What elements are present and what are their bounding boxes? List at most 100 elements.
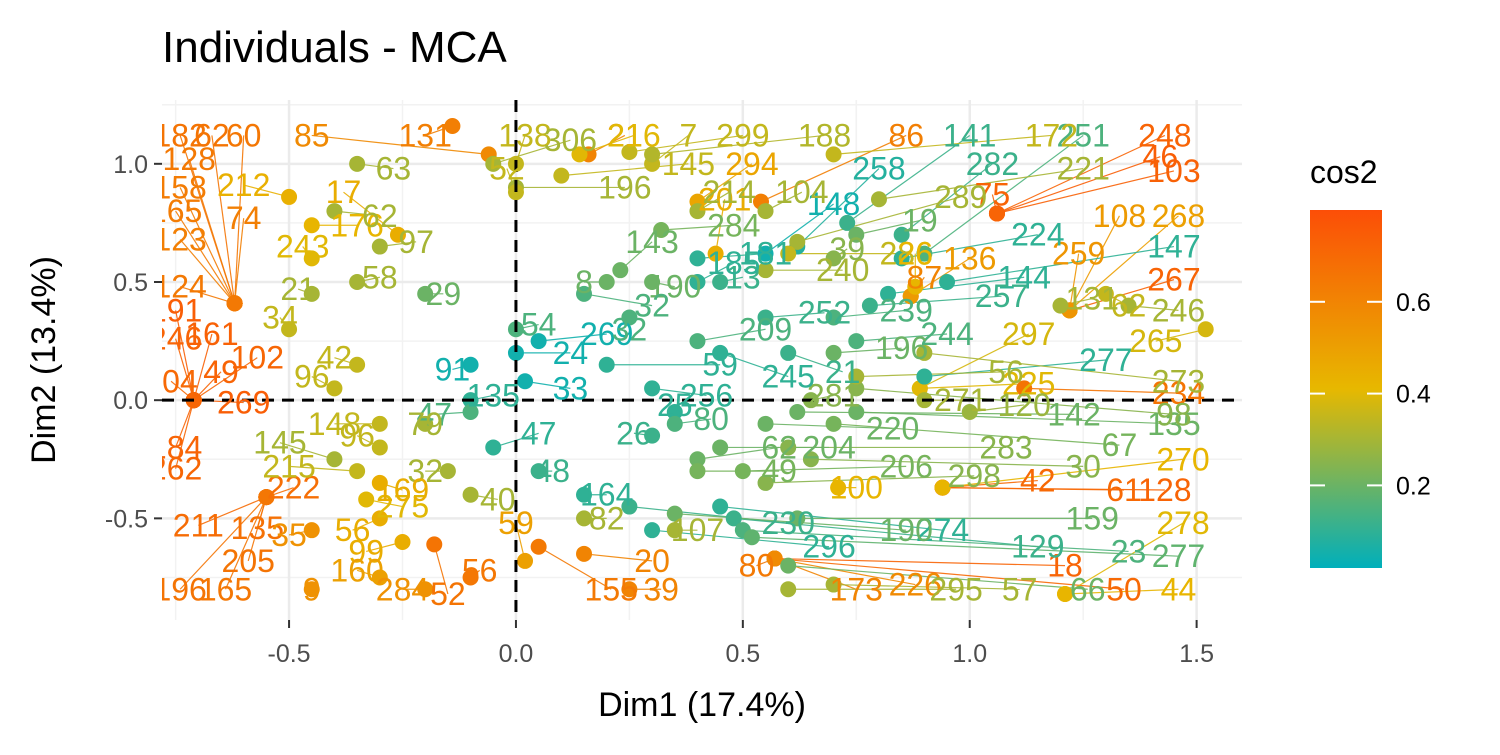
label-connector <box>996 156 1161 215</box>
label-connector <box>652 387 707 397</box>
point-label: 201 <box>698 181 751 217</box>
point-label: 62 <box>194 117 230 153</box>
point <box>848 404 865 420</box>
point-label: 145 <box>662 146 715 182</box>
point <box>621 144 638 160</box>
point-label: 58 <box>362 259 398 295</box>
point-label: 258 <box>852 151 905 187</box>
label-connector <box>919 383 1029 389</box>
point <box>507 344 524 361</box>
point-label: 289 <box>934 179 987 215</box>
point <box>576 486 593 503</box>
point-label: 66 <box>1070 571 1106 607</box>
point <box>689 250 706 267</box>
label-connector <box>179 496 267 590</box>
label-connector <box>774 557 1125 590</box>
chart-title: Individuals - MCA <box>162 23 507 72</box>
point-label: 103 <box>1147 153 1200 189</box>
point-label: 138 <box>498 117 551 153</box>
point-label: 268 <box>1152 198 1205 234</box>
point-label: 47 <box>416 396 452 432</box>
point-label: 222 <box>267 470 320 506</box>
legend-title: cos2 <box>1310 154 1378 190</box>
point-label: 298 <box>948 458 1001 494</box>
label-connector <box>289 465 358 472</box>
point-label: 62 <box>362 198 398 234</box>
point-label: 8 <box>575 264 593 300</box>
label-connector <box>901 163 993 236</box>
point <box>326 203 343 220</box>
point <box>394 534 411 550</box>
point-label: 61 <box>1106 472 1142 508</box>
point <box>757 262 774 279</box>
point-label: 216 <box>607 117 660 153</box>
point-label: 169 <box>376 472 429 508</box>
point <box>462 404 479 420</box>
point-label: 220 <box>866 411 919 447</box>
point-label: 35 <box>271 517 307 553</box>
label-connector <box>224 496 267 590</box>
label-connector <box>797 196 961 243</box>
label-connector <box>760 134 907 203</box>
point-label: 19 <box>902 203 938 239</box>
point <box>780 557 797 574</box>
point <box>830 479 847 496</box>
point <box>598 356 615 373</box>
point-label: 215 <box>262 448 315 484</box>
point-label: 269 <box>580 316 633 352</box>
point <box>743 529 760 546</box>
point-label: 281 <box>807 377 860 413</box>
point <box>281 188 298 205</box>
point-label: 190 <box>648 269 701 305</box>
point <box>462 356 479 373</box>
point <box>789 233 806 250</box>
x-tick-label: -0.5 <box>268 640 311 668</box>
point <box>485 439 502 456</box>
label-connector <box>234 218 245 304</box>
reference-lines <box>162 100 1242 620</box>
label-connector <box>742 465 907 472</box>
label-connector <box>583 553 653 562</box>
y-tick-label: 0.5 <box>113 269 148 297</box>
point <box>653 222 670 238</box>
point-label: 297 <box>1002 316 1055 352</box>
point-label: 282 <box>966 146 1019 182</box>
point-label: 80 <box>693 401 729 437</box>
point <box>825 415 842 432</box>
point-label: 158 <box>153 169 206 205</box>
point-label: 246 <box>149 321 202 357</box>
point-label: 164 <box>580 477 633 513</box>
point <box>734 463 751 480</box>
point-label: 257 <box>975 278 1028 314</box>
point <box>689 203 706 220</box>
point-label: 211 <box>173 507 224 543</box>
label-connector <box>765 475 975 484</box>
point <box>961 404 978 420</box>
point <box>725 510 742 527</box>
point <box>576 510 593 527</box>
label-connector <box>846 134 971 224</box>
x-axis-title: Dim1 (17.4%) <box>598 686 806 724</box>
point <box>303 250 320 267</box>
point <box>712 439 729 456</box>
point <box>462 569 479 586</box>
point-label: 251 <box>1056 117 1109 153</box>
point <box>861 297 878 314</box>
point <box>757 474 774 491</box>
label-connector <box>697 328 766 342</box>
label-connector <box>179 239 236 304</box>
point <box>712 344 729 361</box>
point <box>530 463 547 480</box>
point-label: 145 <box>253 425 306 461</box>
point <box>848 368 865 385</box>
point <box>571 146 588 163</box>
point-label: 144 <box>997 259 1050 295</box>
point-label: 136 <box>943 240 996 276</box>
point-label: 32 <box>612 311 648 347</box>
point-label: 172 <box>1025 117 1078 153</box>
label-connector <box>279 442 335 460</box>
point <box>825 309 842 326</box>
point-label: 33 <box>553 370 589 406</box>
point <box>916 344 933 361</box>
point-label: 239 <box>880 292 933 328</box>
